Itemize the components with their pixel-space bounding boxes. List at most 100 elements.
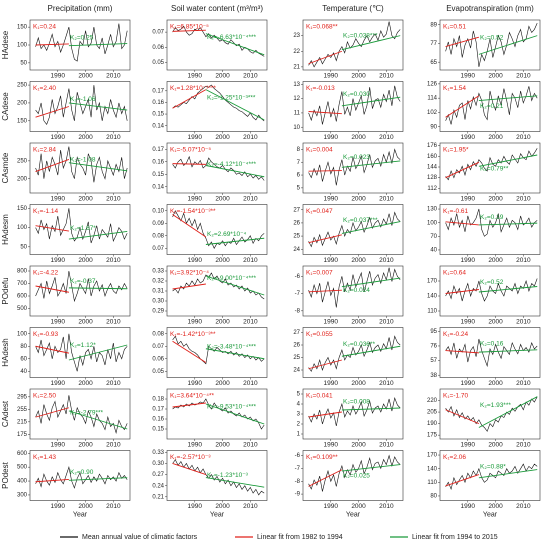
y-tick-label: 200 [17, 176, 28, 182]
x-tick-label: 2000 [215, 503, 230, 510]
k2-annotation: K₂=-0.37 [70, 278, 96, 285]
fit-line [308, 359, 343, 370]
k1-annotation: K₁=-2.57*10⁻³ [170, 454, 211, 461]
plot-frame [29, 81, 131, 132]
x-tick-label: 2010 [106, 503, 121, 510]
fit-line [478, 469, 538, 479]
x-tick-label: 1990 [188, 442, 203, 449]
k2-annotation: K₂=0.023 [343, 154, 370, 161]
x-tick-label: 2000 [488, 196, 503, 203]
x-tick-label: 2010 [243, 196, 258, 203]
plot-frame [302, 327, 404, 378]
series-line [172, 272, 265, 300]
k1-annotation: K₁=2.84 [33, 147, 56, 154]
plot-frame [166, 19, 268, 71]
series-line [445, 208, 538, 237]
fit-line [68, 477, 128, 481]
y-tick-label: 10 [293, 125, 300, 131]
k1-annotation: K₁=1.43 [33, 454, 56, 461]
plot-frame [166, 327, 268, 378]
row-label: CAsmde [1, 152, 10, 183]
k2-annotation: K₂=-9.00*10⁻⁴*** [207, 275, 257, 282]
y-tick-label: 76 [430, 344, 437, 350]
fit-line [68, 287, 128, 290]
x-tick-label: 2000 [488, 503, 503, 510]
y-tick-label: 27 [293, 207, 300, 213]
x-tick-label: 2010 [243, 134, 258, 141]
y-tick-label: 21 [293, 64, 300, 70]
fit-line [35, 407, 70, 418]
fit-line [35, 478, 69, 483]
x-tick-label: 2000 [78, 134, 93, 141]
series-line [35, 85, 128, 126]
fit-line [68, 102, 128, 111]
x-tick-label: 2000 [351, 196, 366, 203]
x-tick-label: 1990 [51, 380, 66, 387]
k1-annotation: K₁=0.24 [33, 24, 56, 31]
x-tick-label: 2000 [78, 503, 93, 510]
fit-line [35, 159, 70, 172]
x-tick-label: 1990 [188, 319, 203, 326]
fit-line [341, 277, 401, 288]
legend-label: Mean annual value of climatic factors [82, 534, 198, 541]
y-tick-label: 0.07 [152, 246, 164, 252]
x-tick-label: 2000 [215, 442, 230, 449]
series-line [445, 22, 538, 67]
series-line [308, 211, 401, 248]
y-tick-label: 57 [430, 358, 437, 364]
fit-line [308, 170, 342, 172]
k2-annotation: K₂=0.16 [480, 341, 504, 348]
x-tick-label: 2010 [516, 134, 531, 141]
y-tick-label: 26 [293, 343, 300, 349]
x-tick-label: 2010 [379, 73, 394, 80]
y-tick-label: 0.15 [152, 112, 164, 118]
x-tick-label: 2010 [243, 380, 258, 387]
x-tick-label: 2000 [215, 73, 230, 80]
y-tick-label: 24 [293, 368, 300, 374]
y-tick-label: 0.07 [152, 344, 164, 350]
x-tick-label: 2000 [488, 134, 503, 141]
fit-line [172, 89, 207, 109]
y-tick-label: 220 [427, 398, 438, 404]
fit-line [172, 163, 206, 165]
plot-frame [439, 142, 541, 194]
x-tick-label: 2000 [488, 319, 503, 326]
x-tick-label: 1990 [51, 196, 66, 203]
fit-line [68, 230, 128, 240]
y-tick-label: 700 [17, 281, 28, 287]
k1-annotation: K₁=0.51 [443, 24, 466, 31]
k1-annotation: K₁=-5.07*10⁻⁵ [170, 147, 211, 154]
x-tick-label: 2010 [516, 442, 531, 449]
series-line [35, 208, 128, 244]
fit-line [478, 154, 538, 167]
column-title: Soil water content (m³/m³) [171, 4, 263, 13]
k1-annotation: K₁=-1.42*10⁻³** [170, 331, 216, 338]
fit-line [205, 237, 265, 245]
k2-annotation: K₂=0.19 [480, 214, 504, 221]
y-tick-label: 0.14 [152, 184, 164, 190]
fit-line [341, 96, 401, 107]
plot-frame [302, 204, 404, 255]
y-tick-label: 40 [430, 248, 437, 254]
plot-frame [166, 450, 268, 501]
column-title: Evapotranspiration (mm) [446, 4, 534, 13]
y-tick-label: 200 [17, 101, 28, 107]
fit-line [35, 106, 70, 118]
y-tick-label: 6 [297, 173, 301, 179]
fit-line [445, 161, 480, 179]
series-line [172, 155, 265, 181]
x-tick-label: 2010 [516, 319, 531, 326]
plot-frame [439, 204, 541, 255]
y-tick-label: 0.27 [152, 472, 164, 478]
y-tick-label: 38 [430, 373, 437, 379]
plot-frame [29, 450, 131, 501]
series-line [308, 335, 401, 372]
x-tick-label: 2000 [488, 257, 503, 264]
y-tick-label: 0.09 [152, 221, 164, 227]
k2-annotation: K₂=1.93*** [480, 402, 511, 409]
series-line [35, 23, 128, 62]
k1-annotation: K₁=2.40 [33, 85, 56, 92]
fit-line [205, 348, 265, 360]
x-tick-label: 2000 [351, 73, 366, 80]
x-tick-label: 2000 [215, 380, 230, 387]
